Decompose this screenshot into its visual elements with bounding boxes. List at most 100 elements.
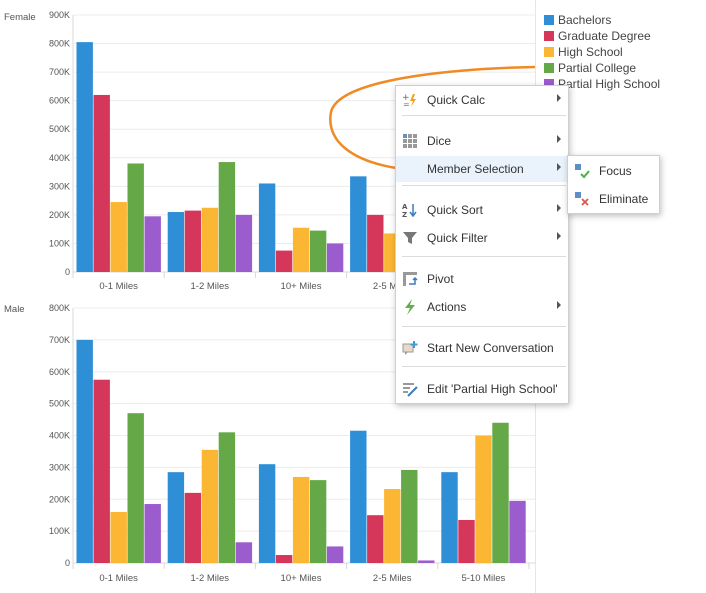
menu-separator — [402, 185, 566, 186]
submenu-item-eliminate[interactable]: Eliminate — [568, 186, 659, 212]
new-conversation-icon — [402, 341, 418, 355]
legend-label: High School — [558, 45, 623, 59]
menu-item-dice[interactable]: Dice — [396, 128, 568, 154]
y-tick-label: 800K — [49, 303, 70, 313]
sort-az-icon: A Z — [402, 203, 417, 218]
x-category-label: 2-5 Miles — [373, 281, 412, 292]
legend-item-partial-high-school[interactable]: Partial High School — [544, 76, 660, 92]
filter-icon — [403, 232, 417, 244]
member-selection-icon — [401, 160, 417, 176]
x-category-label: 10+ Miles — [281, 573, 322, 584]
bar-partial-high-school — [509, 500, 526, 563]
bar-high-school — [384, 489, 401, 563]
x-category-label: 0-1 Miles — [99, 281, 138, 292]
y-tick-label: 900K — [49, 10, 70, 20]
menu-item-quick-calc[interactable]: + = Quick Calc — [396, 87, 568, 113]
legend-item-partial-college[interactable]: Partial College — [544, 60, 660, 76]
svg-text:A: A — [402, 203, 408, 211]
x-category-label: 1-2 Miles — [191, 573, 230, 584]
menu-separator — [402, 256, 566, 257]
x-category-label: 0-1 Miles — [99, 573, 138, 584]
bar-graduate-degree — [367, 214, 384, 272]
bar-high-school — [201, 449, 219, 563]
legend-item-bachelors[interactable]: Bachelors — [544, 12, 660, 28]
bar-partial-high-school — [418, 560, 435, 563]
bar-high-school — [201, 207, 219, 272]
x-category-label: 2-5 Miles — [373, 573, 412, 584]
bar-high-school — [110, 202, 127, 272]
pivot-icon — [403, 272, 418, 286]
svg-text:=: = — [403, 100, 410, 108]
bar-partial-college — [127, 413, 144, 563]
bar-partial-college — [309, 480, 327, 563]
bar-graduate-degree — [458, 519, 475, 563]
menu-item-actions[interactable]: Actions — [396, 294, 568, 320]
legend-item-graduate-degree[interactable]: Graduate Degree — [544, 28, 660, 44]
submenu-item-focus[interactable]: Focus — [568, 158, 659, 184]
menu-separator — [402, 326, 566, 327]
svg-text:Z: Z — [402, 211, 407, 218]
focus-check-icon — [575, 164, 590, 179]
bar-partial-high-school — [326, 243, 344, 272]
legend-swatch — [544, 15, 554, 25]
quick-calc-icon: + = — [402, 93, 416, 108]
menu-item-label: Actions — [427, 300, 467, 314]
submenu-arrow-icon — [557, 204, 561, 212]
y-tick-label: 600K — [49, 367, 70, 377]
submenu-arrow-icon — [557, 163, 561, 171]
x-category-label: 10+ Miles — [281, 281, 322, 292]
legend-item-high-school[interactable]: High School — [544, 44, 660, 60]
menu-item-member-selection[interactable]: Member Selection — [396, 156, 568, 182]
submenu-arrow-icon — [557, 232, 561, 240]
y-tick-label: 800K — [49, 39, 70, 49]
bar-bachelors — [76, 339, 93, 563]
x-category-label: 5-10 Miles — [461, 573, 505, 584]
y-tick-label: 300K — [49, 181, 70, 191]
bar-high-school — [292, 227, 310, 272]
svg-text:+: + — [402, 93, 410, 103]
bar-bachelors — [441, 472, 458, 563]
bar-bachelors — [258, 183, 276, 272]
bar-graduate-degree — [93, 379, 110, 563]
legend-label: Partial High School — [558, 77, 661, 91]
bar-partial-college — [309, 230, 327, 272]
menu-item-label: Edit 'Partial High School' — [427, 382, 558, 396]
legend-label: Graduate Degree — [558, 29, 651, 43]
menu-item-edit[interactable]: Edit 'Partial High School' — [396, 376, 568, 402]
menu-item-start-new-conversation[interactable]: Start New Conversation — [396, 335, 568, 361]
member-selection-submenu: Focus Eliminate — [567, 155, 660, 214]
bar-partial-college — [492, 422, 509, 563]
eliminate-x-icon — [575, 192, 589, 206]
menu-separator — [402, 366, 566, 367]
lightning-icon — [405, 299, 415, 315]
bar-bachelors — [167, 212, 185, 272]
bar-bachelors — [76, 42, 93, 272]
y-tick-label: 500K — [49, 124, 70, 134]
bar-partial-high-school — [144, 504, 161, 563]
bar-partial-college — [401, 469, 418, 563]
menu-separator — [402, 115, 566, 116]
y-tick-label: 500K — [49, 399, 70, 409]
panel-label: Male — [4, 304, 25, 315]
edit-icon — [403, 383, 418, 397]
submenu-arrow-icon — [557, 94, 561, 102]
bar-partial-college — [218, 432, 236, 563]
submenu-arrow-icon — [557, 135, 561, 143]
bar-partial-high-school — [235, 542, 253, 563]
y-tick-label: 100K — [49, 526, 70, 536]
menu-item-quick-filter[interactable]: Quick Filter — [396, 225, 568, 251]
bar-high-school — [475, 435, 492, 563]
menu-item-pivot[interactable]: Pivot — [396, 266, 568, 292]
y-tick-label: 0 — [65, 558, 70, 568]
bar-bachelors — [350, 176, 367, 272]
bar-graduate-degree — [184, 210, 202, 272]
bar-partial-college — [127, 163, 144, 272]
bar-partial-high-school — [235, 214, 253, 272]
menu-item-label: Dice — [427, 134, 452, 148]
legend-swatch — [544, 31, 554, 41]
bar-partial-high-school — [144, 216, 161, 272]
menu-item-label: Quick Sort — [427, 203, 484, 217]
menu-item-label: Start New Conversation — [427, 341, 554, 355]
menu-item-quick-sort[interactable]: A Z Quick Sort — [396, 197, 568, 223]
dice-icon — [403, 134, 417, 148]
